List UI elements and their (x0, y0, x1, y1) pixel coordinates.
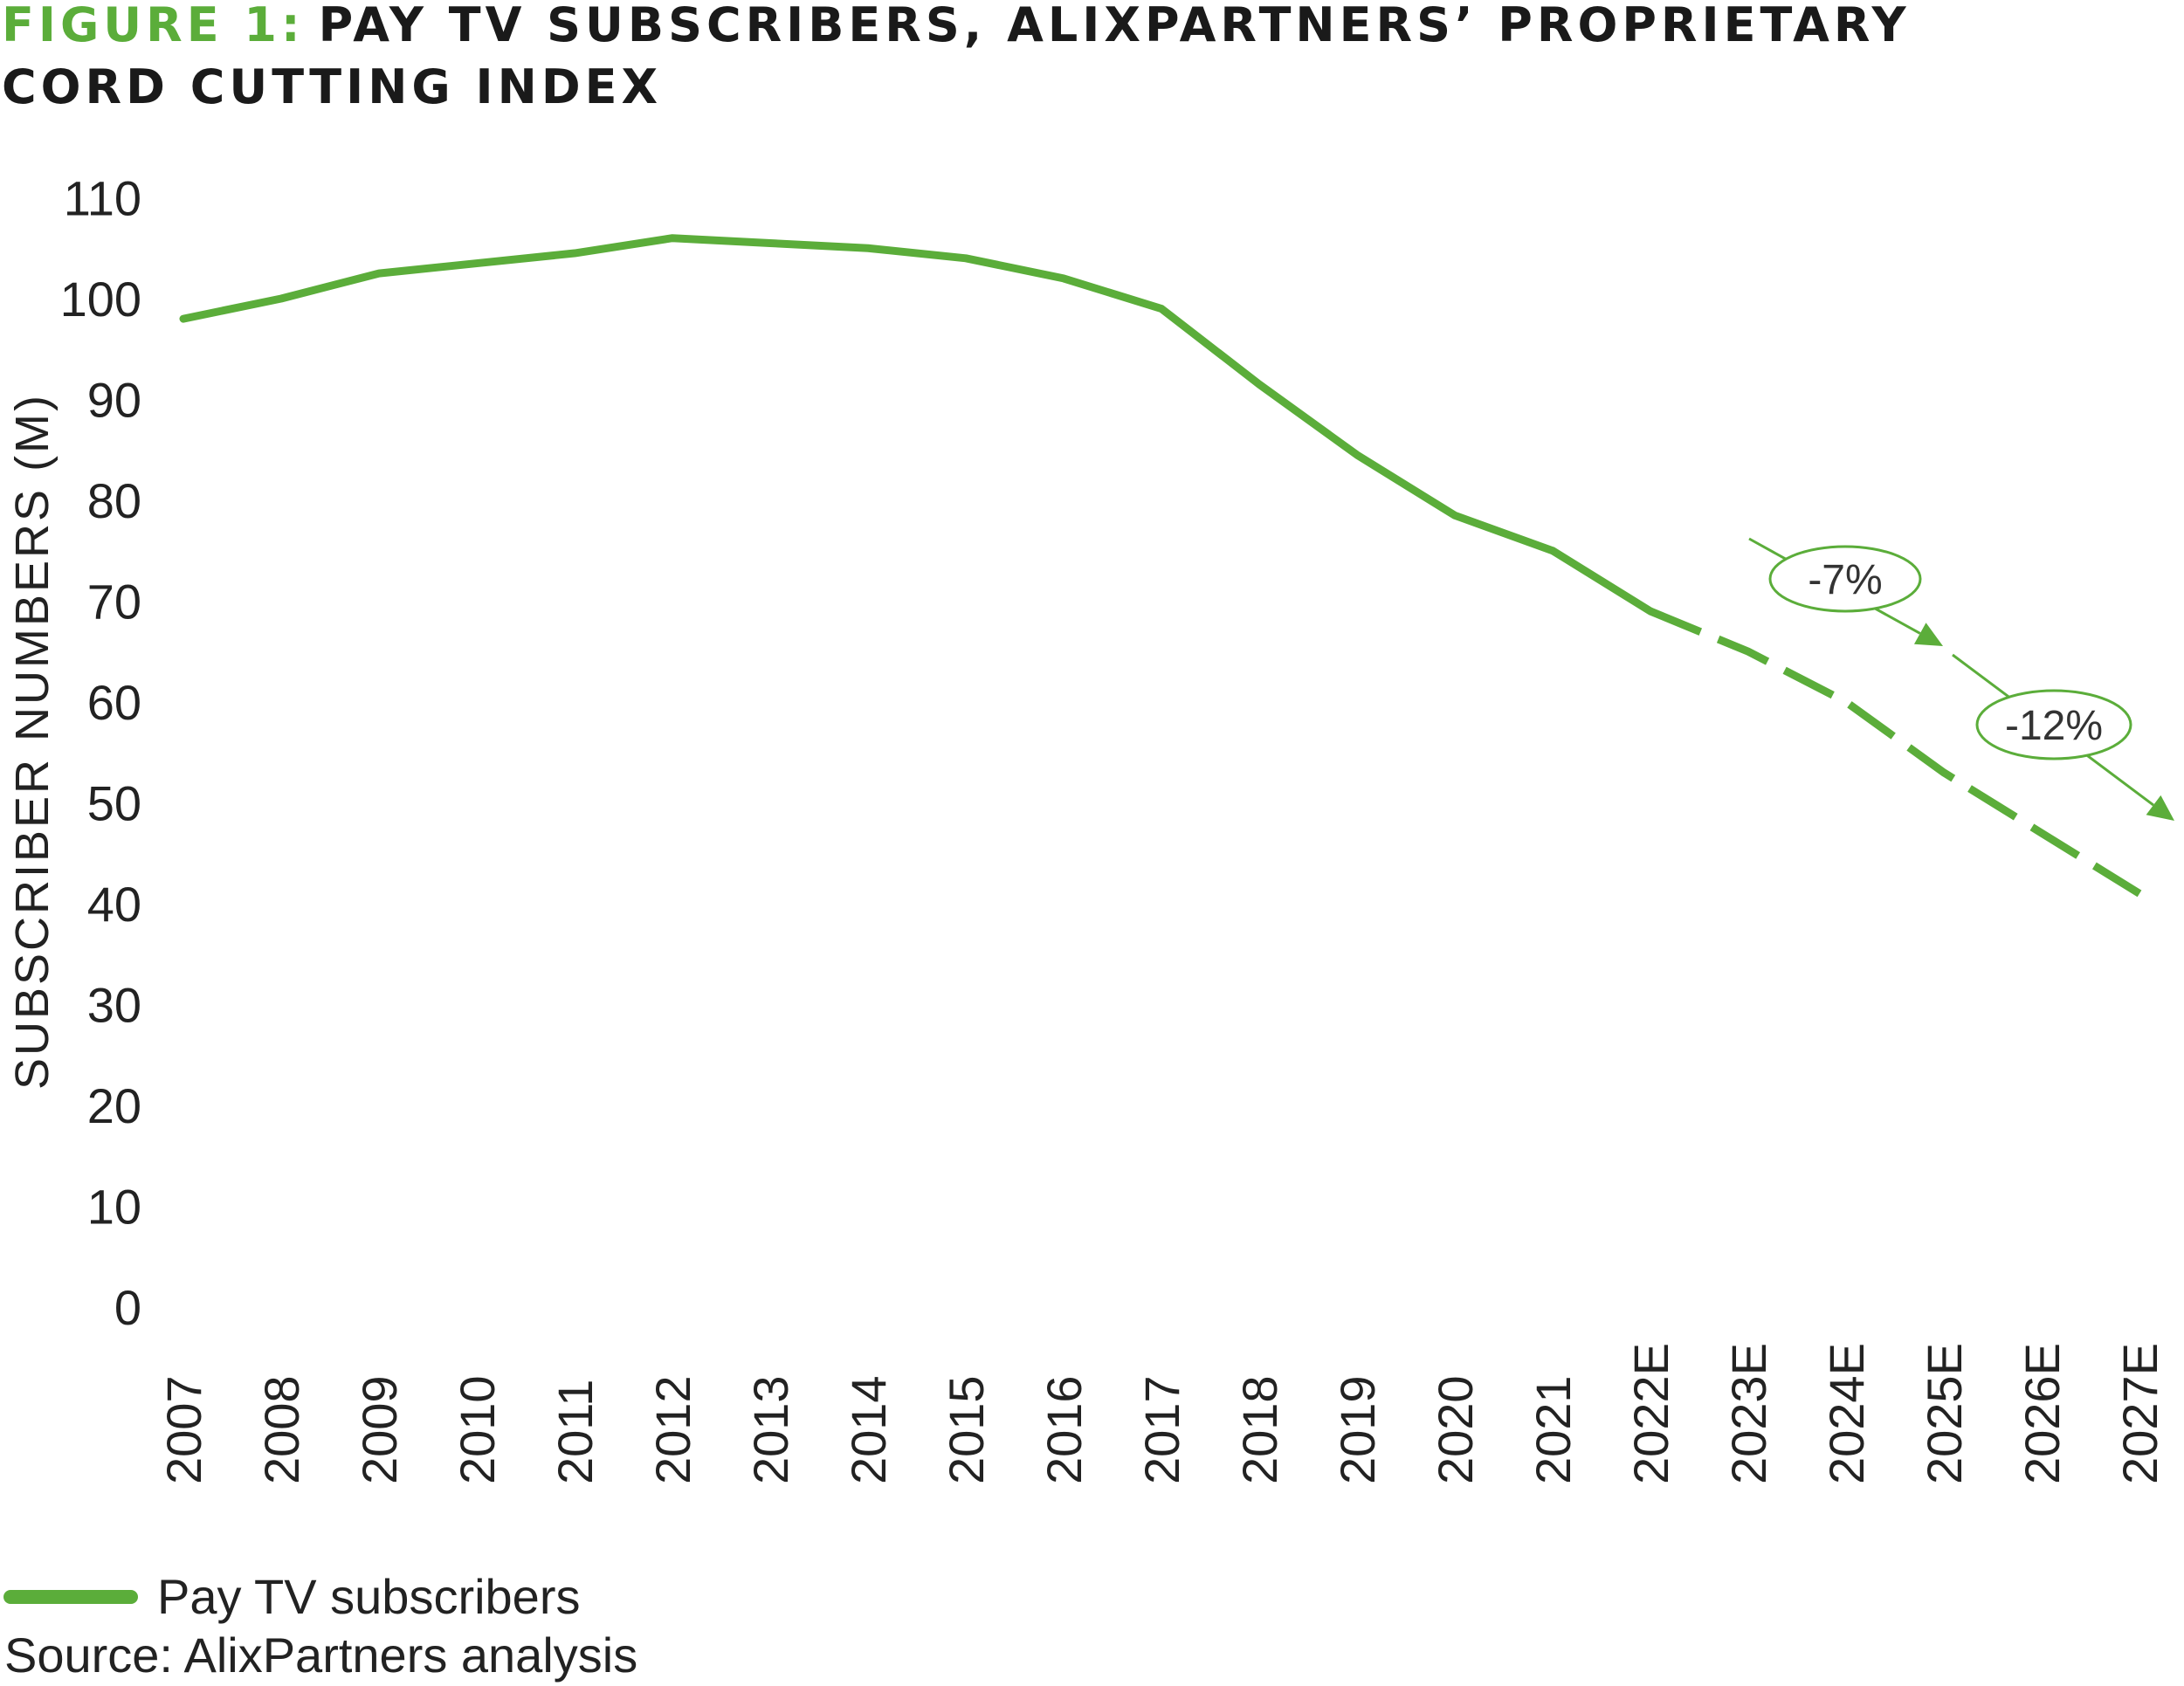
y-tick-label: 40 (87, 877, 141, 932)
x-tick-label: 2015 (939, 1375, 994, 1484)
x-tick-label: 2013 (743, 1375, 798, 1484)
x-tick-label: 2009 (352, 1375, 407, 1484)
series-line-forecast (1649, 607, 2142, 898)
annotation-oval (1768, 545, 1922, 613)
x-tick-label: 2026E (2015, 1343, 2070, 1484)
chart-title-line2: CORD CUTTING INDEX (2, 59, 662, 114)
annotation-oval (1975, 689, 2132, 760)
annotation-arrowhead (1913, 623, 1943, 646)
annotation-label: -7% (1808, 557, 1882, 603)
x-tick-label: 2023E (1721, 1343, 1776, 1484)
annotation-label: -12% (2005, 703, 2103, 749)
series-line-actual (179, 234, 1655, 616)
y-axis-title: SUBSCRIBER NUMBERS (M) (6, 393, 59, 1090)
y-tick-label: 80 (87, 473, 141, 528)
x-tick-label: 2016 (1037, 1375, 1092, 1484)
y-tick-label: 70 (87, 575, 141, 630)
x-tick-label: 2021 (1526, 1375, 1581, 1484)
annotations: -7% -12% (1748, 537, 2174, 821)
series-lines (179, 234, 2142, 898)
annotation-arrowhead (2146, 795, 2174, 821)
x-tick-label: 2019 (1330, 1375, 1385, 1484)
x-tick-label: 2007 (156, 1375, 211, 1484)
x-tick-label: 2011 (548, 1380, 603, 1484)
x-tick-label: 2014 (841, 1375, 896, 1484)
x-tick-label: 2024E (1819, 1343, 1874, 1484)
y-tick-label: 60 (87, 675, 141, 730)
x-axis-ticks: 2007 2008 2009 2010 2011 2012 2013 2014 2015 2016… (156, 1343, 2167, 1484)
x-tick-label: 2022E (1623, 1343, 1678, 1484)
chart-title-line1: FIGURE 1: PAY TV SUBSCRIBERS, ALIXPARTNER… (2, 0, 1911, 52)
y-tick-label: 0 (114, 1280, 141, 1335)
y-axis-ticks: 0 10 20 30 40 50 60 70 80 90 100 110 (60, 171, 141, 1336)
y-tick-label: 110 (64, 171, 141, 226)
figure-label: FIGURE 1: (2, 0, 305, 52)
y-tick-label: 50 (87, 776, 141, 831)
x-tick-label: 2027E (2112, 1343, 2167, 1484)
x-tick-label: 2010 (450, 1375, 505, 1484)
x-tick-label: 2012 (645, 1375, 700, 1484)
y-tick-label: 10 (87, 1180, 141, 1235)
legend-label: Pay TV subscribers (157, 1569, 580, 1624)
y-tick-label: 20 (87, 1078, 141, 1133)
y-tick-label: 100 (60, 272, 141, 327)
x-tick-label: 2008 (254, 1375, 309, 1484)
y-tick-label: 90 (87, 373, 141, 428)
x-tick-label: 2017 (1134, 1375, 1189, 1484)
x-tick-label: 2025E (1917, 1343, 1972, 1484)
y-tick-label: 30 (87, 978, 141, 1033)
source-note: Source: AlixPartners analysis (4, 1628, 637, 1683)
chart-title-first-line: PAY TV SUBSCRIBERS, ALIXPARTNERS’ PROPRI… (319, 0, 1911, 52)
x-tick-label: 2020 (1428, 1375, 1483, 1484)
x-tick-label: 2018 (1232, 1375, 1287, 1484)
